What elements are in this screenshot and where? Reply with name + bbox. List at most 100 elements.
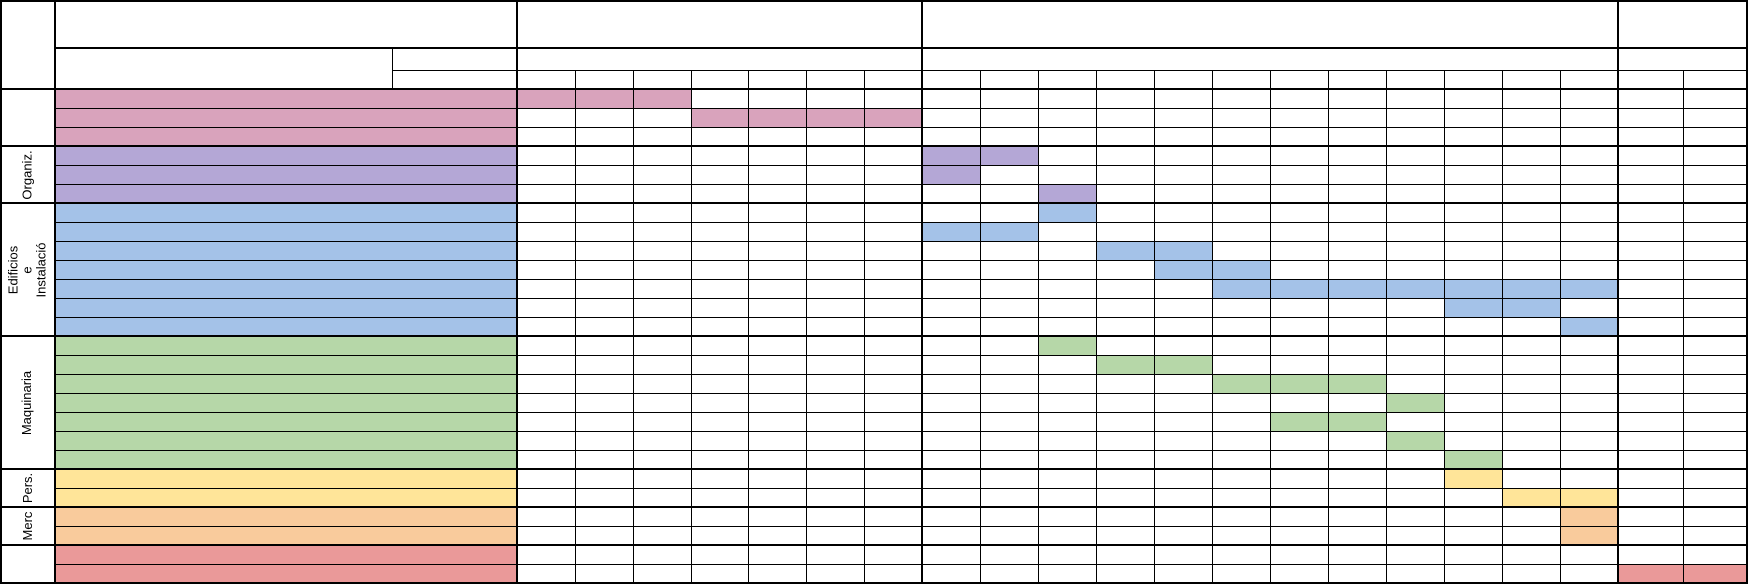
gantt-bar <box>1386 431 1444 450</box>
month-value <box>575 70 633 89</box>
group-label: Edificios e Instalació <box>0 203 55 336</box>
gantt-bar <box>1560 526 1618 545</box>
task-name <box>55 374 517 393</box>
gantt-bar <box>1212 279 1618 298</box>
task-name <box>55 184 517 203</box>
task-name <box>55 431 517 450</box>
grid-col-line <box>1386 70 1387 583</box>
month-value <box>1038 70 1096 89</box>
grid-col-line <box>1683 70 1684 583</box>
month-value <box>1212 70 1270 89</box>
task-name <box>55 165 517 184</box>
gantt-bar <box>1560 317 1618 336</box>
month-value <box>1618 70 1683 89</box>
gantt-bar <box>1560 507 1618 526</box>
grid-col-line <box>1212 70 1213 583</box>
month-value <box>806 70 864 89</box>
grid-row-line <box>55 184 1748 185</box>
month-value <box>1386 70 1444 89</box>
grid-group-line <box>0 544 1748 546</box>
grid-major-line <box>0 0 2 583</box>
task-name <box>55 241 517 260</box>
group-label-text: Maquinaria <box>19 370 35 435</box>
grid-major-line <box>1617 0 1619 583</box>
grid-frame-line <box>0 0 1748 2</box>
month-value <box>1096 70 1154 89</box>
grid-header-line <box>0 88 1748 90</box>
gantt-bar <box>1444 469 1502 488</box>
grid-col-line <box>1560 70 1561 583</box>
task-name <box>55 488 517 507</box>
grid-row-line <box>55 222 1748 223</box>
grid-col-line <box>691 70 692 583</box>
task-name <box>55 469 517 488</box>
month-value <box>1560 70 1618 89</box>
grid-major-line <box>392 48 393 89</box>
year-value <box>1618 48 1748 70</box>
task-name <box>55 393 517 412</box>
grid-row-line <box>55 488 1748 489</box>
task-name <box>55 222 517 241</box>
month-value <box>1502 70 1560 89</box>
month-value <box>633 70 691 89</box>
month-value <box>1444 70 1502 89</box>
grid-row-line <box>55 127 1748 128</box>
group-label-text: Organiz. <box>19 149 35 200</box>
grid-col-line <box>1096 70 1097 583</box>
gantt-bar <box>922 165 980 184</box>
grid-major-line <box>921 0 923 583</box>
grid-major-line <box>516 0 518 583</box>
grid-row-line <box>55 431 1748 432</box>
month-value <box>1328 70 1386 89</box>
grid-major-line <box>1746 0 1748 583</box>
grid-row-line <box>55 260 1748 261</box>
grid-col-line <box>748 70 749 583</box>
grid-frame-line <box>0 582 1748 584</box>
task-name <box>55 317 517 336</box>
task-name <box>55 355 517 374</box>
task-name <box>55 89 517 108</box>
task-name <box>55 526 517 545</box>
grid-row-line <box>55 374 1748 375</box>
grid-row-line <box>55 355 1748 356</box>
grid-row-line <box>55 317 1748 318</box>
task-name <box>55 564 517 583</box>
task-name <box>55 450 517 469</box>
grid-col-line <box>633 70 634 583</box>
group-label: Maquinaria <box>0 336 55 469</box>
grid-col-line <box>864 70 865 583</box>
task-name <box>55 146 517 165</box>
grid-group-line <box>0 145 1748 147</box>
grid-row-line <box>55 241 1748 242</box>
grid-col-line <box>1038 70 1039 583</box>
grid-col-line <box>980 70 981 583</box>
gantt-bar <box>1444 450 1502 469</box>
task-name <box>55 203 517 222</box>
task-name <box>55 412 517 431</box>
grid-row-line <box>55 526 1748 527</box>
grid-col-line <box>1502 70 1503 583</box>
group-label-text: Merc <box>19 511 35 541</box>
grid-row-line <box>55 108 1748 109</box>
task-name <box>55 298 517 317</box>
tasks-header <box>55 48 392 89</box>
grid-col-line <box>1154 70 1155 583</box>
task-name <box>55 260 517 279</box>
grid-col-line <box>1270 70 1271 583</box>
month-value <box>1683 70 1748 89</box>
grid-row-line <box>55 564 1748 565</box>
task-name <box>55 108 517 127</box>
year-value <box>517 48 922 70</box>
grid-group-line <box>0 335 1748 337</box>
month-value <box>517 70 575 89</box>
grid-row-line <box>55 393 1748 394</box>
grid-header-line <box>392 70 1748 71</box>
gantt-bar <box>1038 336 1096 355</box>
gantt-bar <box>517 89 691 108</box>
grid-row-line <box>55 298 1748 299</box>
year-label <box>392 48 517 70</box>
grid-major-line <box>54 0 56 583</box>
month-value <box>922 70 980 89</box>
gantt-bar <box>1038 184 1096 203</box>
